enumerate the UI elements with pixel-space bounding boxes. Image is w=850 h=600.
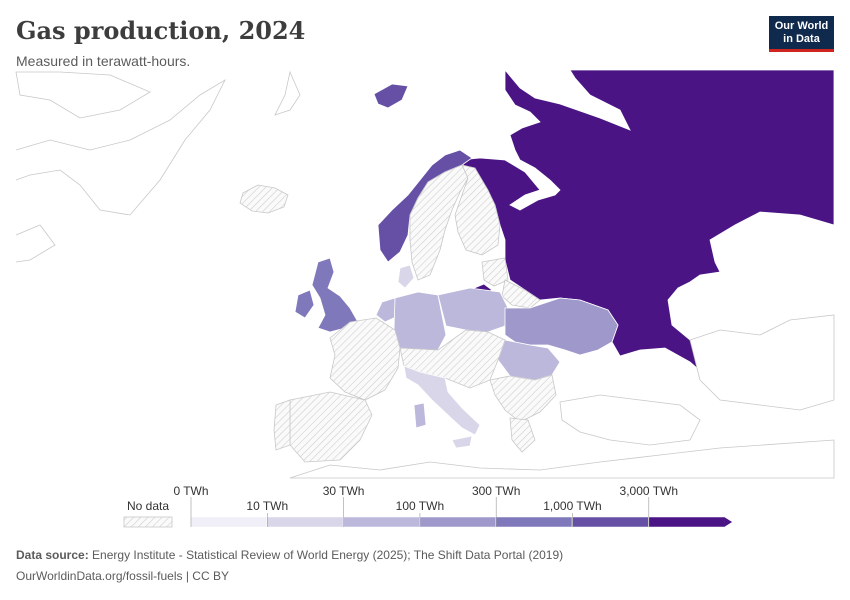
legend-threshold-label-3: 100 TWh: [396, 499, 444, 513]
legend-swatch-3[interactable]: [419, 516, 496, 528]
data-source: Data source: Energy Institute - Statisti…: [16, 548, 563, 562]
legend-swatch-0[interactable]: [190, 516, 268, 528]
chart-title: Gas production, 2024: [16, 16, 306, 45]
greenland-outline: [15, 71, 151, 119]
data-source-label: Data source:: [16, 548, 89, 562]
legend-threshold-label-4: 300 TWh: [472, 484, 520, 498]
region-spain[interactable]: [289, 391, 373, 463]
region-denmark[interactable]: [397, 264, 415, 289]
legend-swatch-1[interactable]: [267, 516, 344, 528]
caucasus-outline: [689, 314, 835, 411]
legend-swatch-4[interactable]: [495, 516, 573, 528]
legend-no-data[interactable]: No data: [123, 499, 173, 528]
region-sardinia[interactable]: [413, 402, 427, 429]
legend-threshold-label-1: 10 TWh: [246, 499, 288, 513]
source-url[interactable]: OurWorldinData.org/fossil-fuels | CC BY: [16, 569, 229, 583]
legend-swatch-5[interactable]: [572, 516, 649, 528]
north-africa-outline: [289, 439, 835, 479]
greenland-east-coast: [15, 78, 226, 216]
region-sicily[interactable]: [451, 435, 473, 449]
region-greece[interactable]: [509, 417, 536, 453]
legend-no-data-label: No data: [127, 499, 169, 513]
region-finland[interactable]: [454, 164, 501, 256]
region-svalbard[interactable]: [373, 83, 409, 109]
legend-bins: 0 TWh 10 TWh 30 TWh 100 TWh 300 TWh 1,000 TWh…: [173, 484, 733, 528]
legend-swatch-6[interactable]: [648, 516, 725, 528]
region-baltics[interactable]: [481, 257, 509, 287]
owid-logo[interactable]: Our World in Data: [769, 16, 834, 52]
legend-threshold-label-2: 30 TWh: [323, 484, 365, 498]
legend-swatch-2[interactable]: [343, 516, 420, 528]
region-balkans[interactable]: [489, 374, 557, 423]
legend-arrow-icon: [724, 517, 733, 527]
greenland-south-coast: [15, 224, 56, 263]
europe-map: [15, 68, 835, 479]
logo-line-1: Our World: [774, 20, 829, 32]
region-iceland[interactable]: [239, 184, 289, 214]
logo-line-2: in Data: [783, 33, 820, 45]
chart-subtitle: Measured in terawatt-hours.: [16, 53, 191, 69]
region-netherlands[interactable]: [375, 297, 399, 323]
turkey-outline: [559, 394, 701, 446]
legend-threshold-label-5: 1,000 TWh: [543, 499, 601, 513]
region-france[interactable]: [329, 317, 401, 401]
arctic-islands: [274, 70, 301, 116]
region-italy[interactable]: [403, 365, 481, 436]
legend-threshold-label-6: 3,000 TWh: [620, 484, 678, 498]
legend-threshold-label-0: 0 TWh: [173, 484, 208, 498]
region-ireland[interactable]: [294, 289, 315, 319]
region-portugal[interactable]: [273, 399, 291, 451]
legend-no-data-swatch: [123, 516, 173, 528]
data-source-text[interactable]: Energy Institute - Statistical Review of…: [92, 548, 564, 562]
region-ukraine[interactable]: [504, 297, 619, 356]
